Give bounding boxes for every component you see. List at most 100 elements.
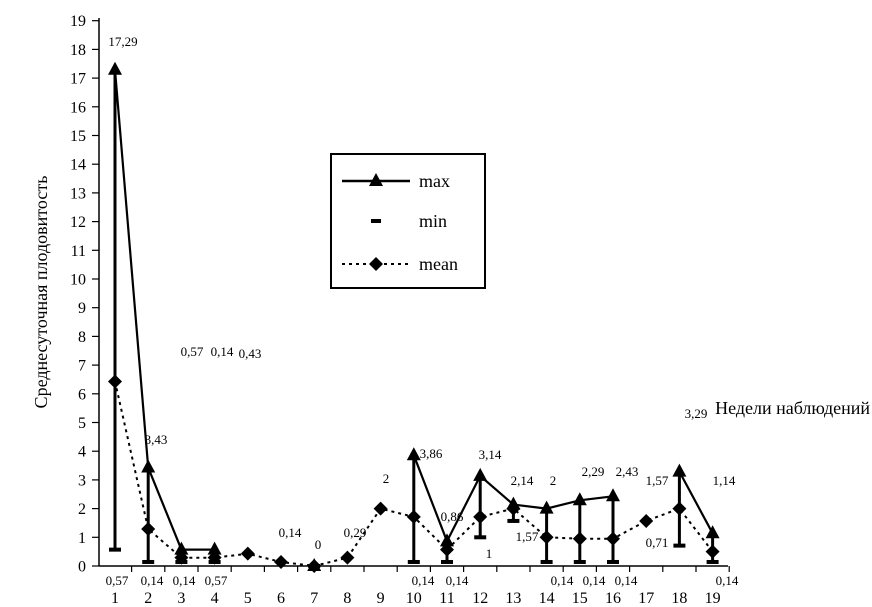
max-point	[705, 525, 720, 539]
y-tick-label: 3	[78, 472, 86, 489]
mean-point	[672, 501, 687, 516]
data-label: 2	[383, 471, 390, 486]
x-tick-label: 6	[277, 590, 285, 607]
x-tick-label: 13	[505, 590, 521, 607]
x-tick-label: 9	[377, 590, 385, 607]
mean-point	[440, 542, 454, 557]
data-label: 0,43	[239, 346, 262, 361]
y-tick-label: 18	[70, 42, 86, 59]
data-label: 0,14	[412, 573, 435, 588]
y-tick-label: 19	[70, 13, 86, 30]
y-tick-label: 9	[78, 300, 86, 317]
y-tick-label: 11	[71, 243, 86, 260]
mean-point	[473, 509, 488, 524]
y-tick-label: 7	[78, 358, 86, 375]
max-point	[141, 459, 156, 473]
data-label: 1,14	[713, 473, 736, 488]
data-label: 0,14	[141, 573, 164, 588]
y-tick-label: 13	[70, 185, 86, 202]
x-tick-label: 15	[572, 590, 588, 607]
mean-point	[606, 531, 620, 546]
data-label: 17,29	[108, 34, 137, 49]
mean-point	[539, 530, 554, 545]
data-label: 0,14	[279, 525, 302, 540]
min-point	[540, 559, 553, 564]
data-label: 0,14	[716, 573, 739, 588]
y-tick-label: 6	[78, 386, 86, 403]
min-point	[109, 547, 121, 552]
mean-point	[207, 550, 222, 565]
min-point	[607, 559, 619, 564]
legend: max min mean	[330, 153, 486, 289]
data-label: 0,14	[615, 573, 638, 588]
y-tick-label: 16	[70, 99, 86, 116]
x-ticks: 1 2 3 4 5 6 7 8 9 10 11 12 13 14 15 16 17 18 19	[111, 566, 730, 607]
x-tick-label: 7	[310, 590, 318, 607]
data-label: 2	[550, 473, 557, 488]
x-tick-label: 5	[244, 590, 252, 607]
y-tick-label: 10	[70, 272, 86, 289]
y-axis-title: Среднесуточная плодовитость	[31, 176, 51, 409]
mean-point	[240, 546, 255, 561]
max-point	[406, 447, 421, 461]
y-tick-label: 4	[78, 444, 86, 461]
min-point	[441, 559, 453, 564]
min-point	[407, 559, 420, 564]
x-tick-label: 14	[539, 590, 555, 607]
data-label: 3,29	[685, 406, 708, 421]
y-tick-label: 1	[78, 530, 86, 547]
y-tick-label: 2	[78, 501, 86, 518]
max-point	[606, 488, 620, 502]
x-tick-label: 4	[211, 590, 219, 607]
legend-mean-label: mean	[419, 254, 458, 274]
data-label: 1,57	[646, 473, 669, 488]
y-tick-label: 5	[78, 415, 86, 432]
min-point	[673, 543, 686, 548]
data-label: 3,86	[420, 446, 443, 461]
max-point	[174, 541, 189, 555]
min-point	[507, 518, 520, 523]
data-label: 0,71	[646, 535, 669, 550]
x-tick-label: 18	[671, 590, 687, 607]
data-label: 0,14	[211, 344, 234, 359]
data-label: 0,57	[181, 344, 204, 359]
y-tick-label: 8	[78, 329, 86, 346]
data-label: 0	[315, 537, 322, 552]
max-point	[207, 541, 222, 555]
mean-point	[174, 550, 189, 565]
data-label: 0,14	[173, 573, 196, 588]
data-label: 0,57	[106, 573, 129, 588]
legend-box	[330, 153, 486, 289]
data-label: 3,14	[479, 447, 502, 462]
data-labels: 17,29 3,43 0,57 0,14 0,43 0,14 0 0,29 2 3,86 0,86 3…	[106, 34, 739, 588]
mean-point	[705, 544, 720, 559]
max-point	[572, 492, 587, 506]
mean-point	[639, 513, 654, 528]
markers	[108, 61, 720, 573]
x-tick-label: 19	[705, 590, 721, 607]
data-label: 0,86	[441, 509, 464, 524]
mean-point	[274, 554, 288, 569]
mean-point	[340, 550, 355, 565]
min-point	[573, 559, 586, 564]
data-label: 2,14	[511, 473, 534, 488]
x-tick-label: 12	[472, 590, 488, 607]
x-tick-label: 2	[144, 590, 152, 607]
min-point	[706, 559, 719, 564]
x-tick-label: 17	[638, 590, 654, 607]
data-label: 2,29	[582, 464, 605, 479]
x-tick-label: 16	[605, 590, 621, 607]
max-point	[440, 533, 454, 547]
min-point	[142, 559, 155, 564]
y-tick-label: 17	[70, 71, 86, 88]
mean-point	[406, 509, 421, 524]
range-bars	[113, 69, 715, 562]
data-label: 1	[486, 546, 493, 561]
mean-point	[373, 501, 388, 516]
mean-point	[572, 531, 587, 546]
mean-point	[307, 559, 322, 573]
mean-point	[506, 501, 521, 516]
max-point	[672, 463, 687, 477]
x-tick-label: 3	[177, 590, 185, 607]
